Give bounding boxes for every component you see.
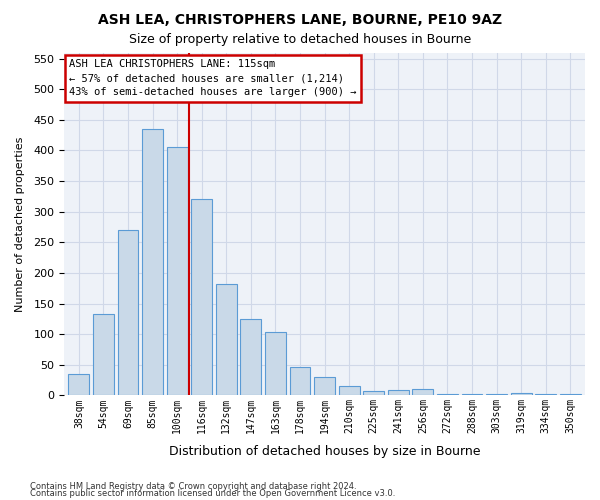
Bar	[314, 377, 335, 396]
Bar	[388, 390, 409, 396]
Text: ASH LEA CHRISTOPHERS LANE: 115sqm
← 57% of detached houses are smaller (1,214)
4: ASH LEA CHRISTOPHERS LANE: 115sqm ← 57% …	[70, 60, 357, 98]
Bar	[265, 332, 286, 396]
Bar	[511, 393, 532, 396]
Bar	[191, 200, 212, 396]
Bar	[412, 389, 433, 396]
Bar	[486, 394, 507, 396]
Bar	[535, 394, 556, 396]
Bar	[560, 394, 581, 396]
Bar	[339, 386, 359, 396]
Bar	[93, 314, 114, 396]
Bar	[167, 148, 188, 396]
Bar	[461, 394, 482, 396]
Bar	[142, 129, 163, 396]
Bar	[363, 391, 384, 396]
X-axis label: Distribution of detached houses by size in Bourne: Distribution of detached houses by size …	[169, 444, 481, 458]
Text: Contains HM Land Registry data © Crown copyright and database right 2024.: Contains HM Land Registry data © Crown c…	[30, 482, 356, 491]
Y-axis label: Number of detached properties: Number of detached properties	[15, 136, 25, 312]
Text: Size of property relative to detached houses in Bourne: Size of property relative to detached ho…	[129, 32, 471, 46]
Text: ASH LEA, CHRISTOPHERS LANE, BOURNE, PE10 9AZ: ASH LEA, CHRISTOPHERS LANE, BOURNE, PE10…	[98, 12, 502, 26]
Bar	[437, 394, 458, 396]
Bar	[118, 230, 139, 396]
Bar	[216, 284, 237, 396]
Bar	[290, 367, 310, 396]
Bar	[68, 374, 89, 396]
Bar	[241, 319, 262, 396]
Text: Contains public sector information licensed under the Open Government Licence v3: Contains public sector information licen…	[30, 489, 395, 498]
